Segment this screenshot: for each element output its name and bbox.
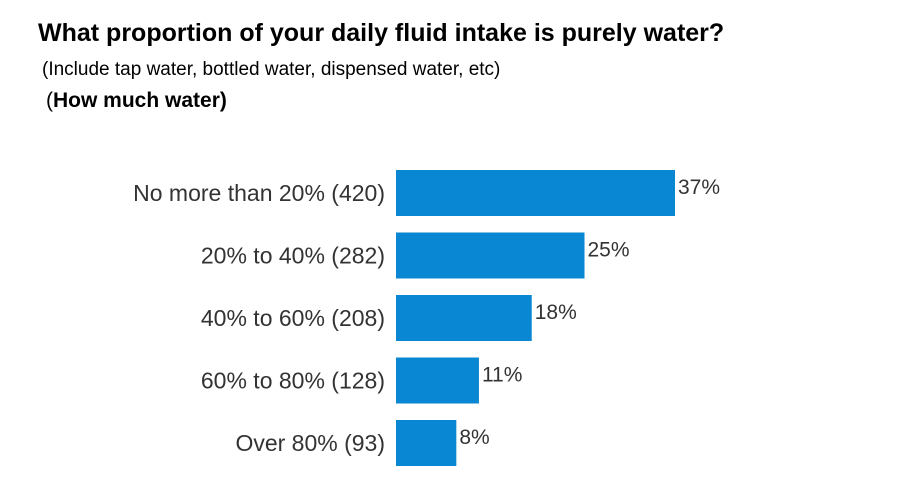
category-label: 60% to 80% (128) — [201, 368, 385, 394]
bar — [396, 170, 675, 216]
subtitle-bold-text: How much water) — [53, 89, 227, 112]
value-label: 11% — [482, 364, 522, 387]
category-label: 40% to 60% (208) — [201, 305, 385, 331]
value-label: 18% — [535, 301, 577, 324]
bar — [396, 420, 457, 466]
category-label: No more than 20% (420) — [133, 180, 385, 206]
bar — [396, 295, 532, 341]
value-label: 25% — [588, 239, 630, 262]
chart-subtitle: (Include tap water, bottled water, dispe… — [42, 59, 501, 80]
subtitle-open-paren: ( — [46, 89, 53, 112]
bar — [396, 232, 585, 279]
category-label: Over 80% (93) — [235, 430, 385, 456]
chart-title: What proportion of your daily fluid inta… — [38, 19, 725, 47]
value-label: 37% — [678, 176, 720, 199]
bar — [396, 357, 479, 404]
value-label: 8% — [459, 426, 489, 449]
category-label: 20% to 40% (282) — [201, 243, 385, 269]
chart-subtitle-secondary: (How much water) — [46, 88, 227, 114]
